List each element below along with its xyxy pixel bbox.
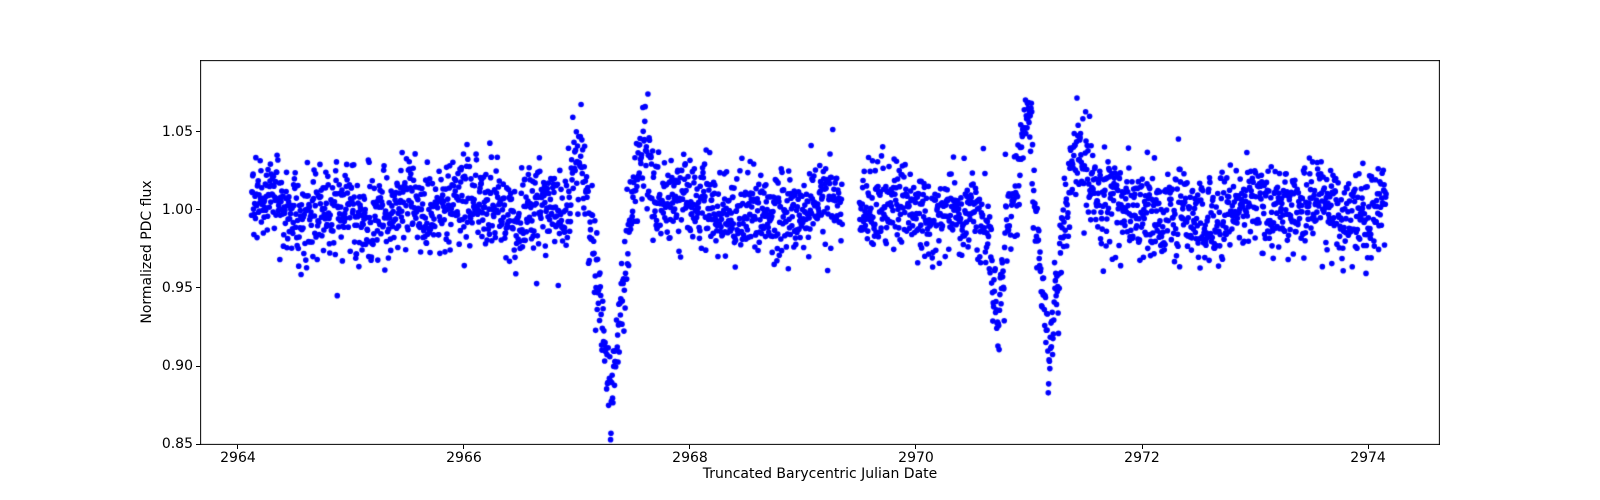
x-tick-mark [1141, 445, 1143, 449]
y-tick-label: 0.95 [161, 279, 193, 296]
x-tick-label: 2974 [1350, 450, 1386, 466]
y-tick-label: 0.85 [161, 436, 193, 452]
y-tick-mark [196, 365, 200, 367]
x-tick-label: 2968 [672, 450, 708, 466]
x-tick-label: 2964 [220, 450, 256, 466]
y-tick-label: 1.05 [161, 123, 193, 140]
scatter-points-canvas [200, 60, 1440, 445]
x-axis-label: Truncated Barycentric Julian Date [702, 466, 938, 482]
y-tick-mark [196, 443, 200, 445]
y-tick-label: 0.90 [161, 358, 193, 374]
x-tick-mark [237, 445, 239, 449]
y-tick-mark [196, 287, 200, 289]
x-tick-label: 2966 [446, 450, 482, 466]
x-tick-mark [1367, 445, 1369, 449]
y-tick-mark [196, 209, 200, 211]
x-tick-mark [463, 445, 465, 449]
y-tick-label: 1.00 [161, 201, 193, 218]
y-tick-mark [196, 131, 200, 133]
x-tick-mark [915, 445, 917, 449]
y-axis-label: Normalized PDC flux [139, 180, 155, 324]
x-tick-label: 2972 [1124, 450, 1160, 466]
x-tick-label: 2970 [898, 450, 934, 466]
plot-area [200, 60, 1440, 445]
x-tick-mark [689, 445, 691, 449]
